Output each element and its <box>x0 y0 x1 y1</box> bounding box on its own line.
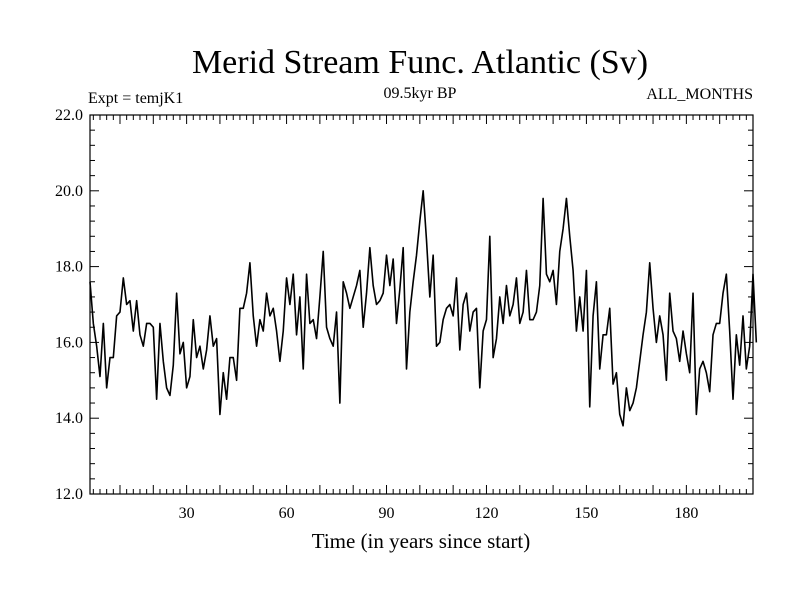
y-tick-label: 14.0 <box>55 410 83 427</box>
axis-ticks <box>90 114 754 495</box>
y-tick-label: 18.0 <box>55 259 83 276</box>
period-label: 09.5kyr BP <box>384 85 457 102</box>
x-tick-label: 150 <box>574 505 598 522</box>
y-tick-label: 22.0 <box>55 107 83 124</box>
chart-title: Merid Stream Func. Atlantic (Sv) <box>192 44 648 81</box>
x-axis-label: Time (in years since start) <box>312 529 531 553</box>
x-tick-label: 180 <box>674 505 698 522</box>
x-tick-label: 30 <box>179 505 195 522</box>
y-tick-label: 20.0 <box>55 183 83 200</box>
plot-frame <box>89 114 754 495</box>
axis-tick-labels: 30 60 90 120 150 180 12.0 14.0 16.0 18.0 20.0 22.0 <box>55 107 698 522</box>
x-tick-label: 60 <box>279 505 295 522</box>
x-tick-label: 120 <box>474 505 498 522</box>
x-tick-label: 90 <box>379 505 395 522</box>
series-line <box>89 190 758 427</box>
y-tick-label: 12.0 <box>55 486 83 503</box>
y-tick-label: 16.0 <box>55 334 83 351</box>
experiment-label: Expt = temjK1 <box>88 90 183 107</box>
months-label: ALL_MONTHS <box>646 86 753 103</box>
